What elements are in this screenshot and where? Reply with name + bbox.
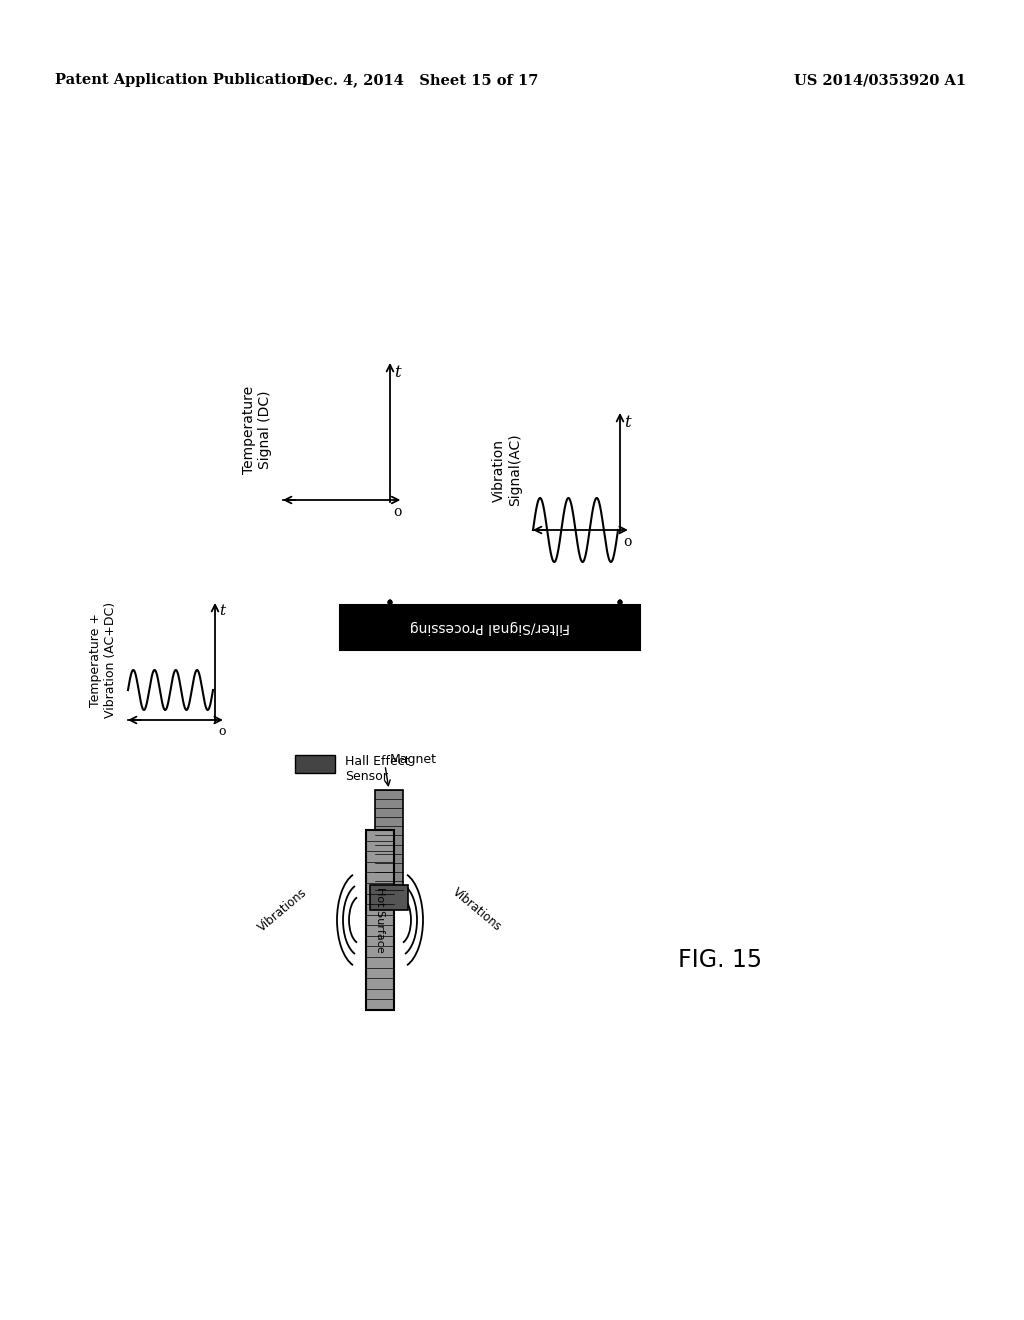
Text: Hall Effect
Sensor: Hall Effect Sensor <box>345 755 410 783</box>
Text: Dec. 4, 2014   Sheet 15 of 17: Dec. 4, 2014 Sheet 15 of 17 <box>302 73 539 87</box>
Bar <box>295 755 335 774</box>
Text: Vibrations: Vibrations <box>450 886 504 935</box>
Text: Filter/Signal Processing: Filter/Signal Processing <box>410 620 570 635</box>
Text: o: o <box>623 535 632 549</box>
Text: FIG. 15: FIG. 15 <box>678 948 762 972</box>
Text: t: t <box>624 414 631 432</box>
Text: o: o <box>218 725 225 738</box>
Bar <box>366 830 394 1010</box>
Text: t: t <box>394 364 400 381</box>
Text: Magnet: Magnet <box>390 754 437 767</box>
Text: US 2014/0353920 A1: US 2014/0353920 A1 <box>794 73 966 87</box>
Bar <box>340 605 640 649</box>
Text: Patent Application Publication: Patent Application Publication <box>55 73 307 87</box>
Text: Temperature
Signal (DC): Temperature Signal (DC) <box>242 385 272 474</box>
Text: o: o <box>393 506 401 519</box>
Bar <box>370 884 408 909</box>
Bar <box>375 789 403 890</box>
Text: Vibration
Signal(AC): Vibration Signal(AC) <box>492 434 522 507</box>
Text: t: t <box>219 605 225 618</box>
Text: Hot Surface: Hot Surface <box>375 887 385 953</box>
Text: Vibrations: Vibrations <box>256 886 310 935</box>
Text: Temperature +
Vibration (AC+DC): Temperature + Vibration (AC+DC) <box>89 602 117 718</box>
